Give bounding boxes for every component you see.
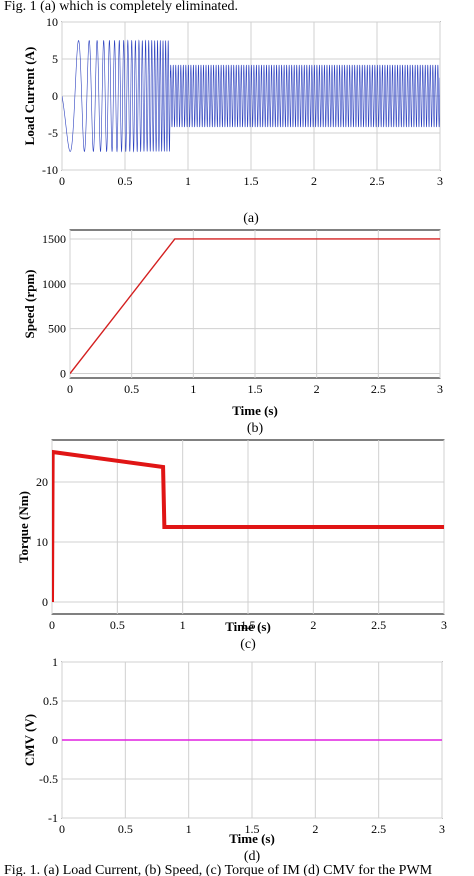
- chart-panel-1: 0 0.5 1 1.5 2 2.5 3 -10 -5 0 5 10 Load Current (A) (a…: [22, 15, 443, 226]
- x-tick-label: 1: [186, 822, 192, 836]
- panel-caption-label: (c): [240, 637, 256, 652]
- x-tick-label: 3: [437, 382, 443, 396]
- y-tick-label: -10: [42, 163, 58, 177]
- x-tick-label: 2: [312, 822, 318, 836]
- x-tick-label: 1: [185, 174, 191, 188]
- series-line-3: [52, 449, 444, 603]
- x-tick-label: 1.5: [248, 382, 263, 396]
- y-tick-label: 0: [42, 595, 48, 609]
- y-axis-label: Load Current (A): [22, 47, 37, 146]
- x-tick-label: 0: [59, 822, 65, 836]
- y-tick-label: 0: [52, 733, 58, 747]
- y-tick-label: -1: [48, 811, 58, 825]
- x-tick-label: 2.5: [371, 382, 386, 396]
- x-tick-label: 0.5: [118, 174, 133, 188]
- x-tick-label: 1.5: [241, 618, 256, 632]
- chart-panel-4: 0 0.5 1 1.5 2 2.5 3 -1 -0.5 0 0.5 1 CMV (V) Time (s) (…: [22, 655, 445, 864]
- figure-header-text: Fig. 1 (a) which is completely eliminate…: [4, 0, 238, 14]
- x-tick-label: 0: [59, 174, 65, 188]
- x-tick-label: 3: [441, 618, 447, 632]
- x-tick-label: 2: [311, 174, 317, 188]
- x-tick-label: 2: [314, 382, 320, 396]
- x-axis-label: Time (s): [232, 403, 278, 418]
- y-tick-label: -5: [48, 126, 58, 140]
- y-tick-label: 10: [36, 535, 48, 549]
- y-tick-label: 1: [52, 655, 58, 669]
- x-tick-label: 1.5: [244, 174, 259, 188]
- x-tick-label: 3: [439, 822, 445, 836]
- x-tick-label: 0.5: [110, 618, 125, 632]
- y-tick-label: 0: [60, 367, 66, 381]
- y-tick-label: 5: [52, 52, 58, 66]
- y-tick-label: 0.5: [43, 694, 58, 708]
- x-tick-label: 2: [310, 618, 316, 632]
- x-tick-label: 1: [190, 382, 196, 396]
- x-tick-label: 1.5: [245, 822, 260, 836]
- x-tick-label: 2.5: [371, 618, 386, 632]
- x-tick-label: 2.5: [371, 822, 386, 836]
- y-tick-label: 0: [52, 89, 58, 103]
- x-tick-label: 0.5: [124, 382, 139, 396]
- y-tick-label: 1000: [42, 277, 66, 291]
- panel-caption-label: (d): [244, 849, 261, 864]
- x-tick-label: 0: [49, 618, 55, 632]
- y-tick-label: 20: [36, 475, 48, 489]
- x-axis-label: Time (s): [229, 831, 275, 846]
- y-tick-label: 500: [48, 322, 66, 336]
- x-tick-label: 1: [180, 618, 186, 632]
- panel-caption-label: (a): [243, 211, 259, 226]
- figure-footer-text: Fig. 1. (a) Load Current, (b) Speed, (c)…: [4, 863, 433, 876]
- series-line-load-current: [62, 39, 440, 153]
- x-axis-label: Time (s): [225, 619, 271, 634]
- chart-panel-3: 0 0.5 1 1.5 2 2.5 3 0 10 20 Torque (Nm) Time (s) (c): [16, 439, 447, 652]
- chart-panel-2: 0 0.5 1 1.5 2 2.5 3 0 500 1000 1500 Speed (rpm) Time…: [22, 229, 443, 436]
- y-axis-label: CMV (V): [22, 714, 37, 766]
- y-tick-label: -0.5: [39, 772, 58, 786]
- panel-caption-label: (b): [247, 421, 264, 436]
- y-tick-label: 1500: [42, 232, 66, 246]
- x-tick-label: 2.5: [370, 174, 385, 188]
- series-line-2: [70, 238, 440, 374]
- y-tick-label: 10: [46, 15, 58, 29]
- y-axis-label: Torque (Nm): [16, 491, 31, 563]
- x-tick-label: 0.5: [118, 822, 133, 836]
- y-axis-label: Speed (rpm): [22, 270, 37, 339]
- x-tick-label: 3: [437, 174, 443, 188]
- x-tick-label: 0: [67, 382, 73, 396]
